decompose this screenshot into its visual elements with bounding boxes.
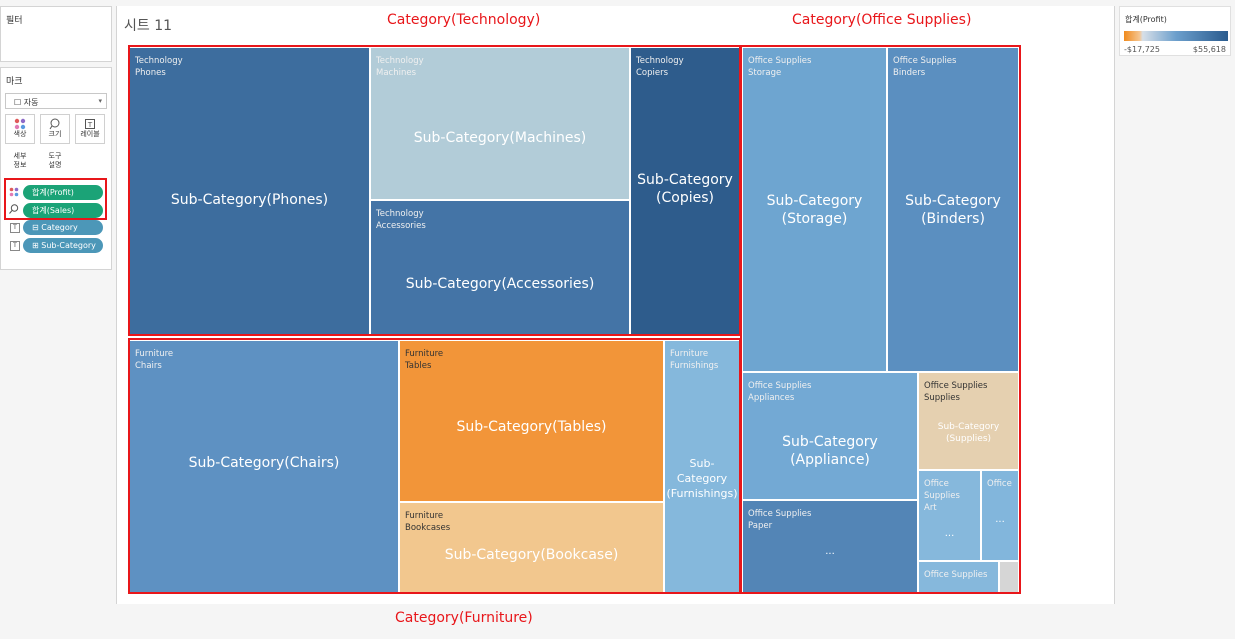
treemap-cell-supplies[interactable]: Office Supplies Supplies Sub-Category (Su… xyxy=(918,372,1019,470)
cell-header: Technology Machines xyxy=(376,56,424,78)
color-icon xyxy=(6,118,34,130)
label-icon: T xyxy=(10,223,20,233)
svg-text:T: T xyxy=(87,121,93,129)
color-button[interactable]: 색상 xyxy=(5,114,35,144)
size-button[interactable]: 크기 xyxy=(40,114,70,144)
cell-label: ... xyxy=(825,546,835,557)
treemap-cell-furnishings[interactable]: Furniture Furnishings Sub-Category (Furni… xyxy=(664,340,740,593)
cell-header: Furniture Furnishings xyxy=(670,349,719,371)
treemap-cell-art[interactable]: Office Supplies Art... xyxy=(918,470,981,561)
profit-color-pill[interactable]: 합계(Profit) xyxy=(23,185,103,200)
cell-header: Office Supplies Supplies xyxy=(924,381,988,403)
cell-label: Sub-Category (Binders) xyxy=(905,193,1001,227)
filters-title: 필터 xyxy=(6,16,23,26)
mark-type-icon: ☐ xyxy=(14,98,22,107)
cell-label: ... xyxy=(995,514,1005,525)
cell-header: Office Supplies xyxy=(924,570,988,580)
label-button[interactable]: T 레이블 xyxy=(75,114,105,144)
cell-label: Sub-Category (Appliance) xyxy=(782,434,878,468)
treemap-cell-tables[interactable]: Furniture Tables Sub-Category(Tables) xyxy=(399,340,664,502)
annotation-furniture: Category(Furniture) xyxy=(395,610,533,626)
tooltip-label: 도구 설명 xyxy=(48,152,62,169)
annotation-technology: Category(Technology) xyxy=(387,12,541,28)
label-icon: T xyxy=(10,241,20,251)
cell-header: Office Supplies Storage xyxy=(748,56,812,78)
cell-header: Furniture Tables xyxy=(405,349,444,371)
sales-size-pill[interactable]: 합계(Sales) xyxy=(23,203,103,218)
treemap-cell-appliances[interactable]: Office Supplies Appliances Sub-Category (… xyxy=(742,372,918,500)
cell-header: Furniture Chairs xyxy=(135,349,174,371)
tooltip-button[interactable]: 도구 설명 xyxy=(40,148,70,178)
legend-max: $55,618 xyxy=(1192,45,1226,54)
cell-header: Office Supplies Binders xyxy=(893,56,957,78)
treemap-cell-bookcases[interactable]: Furniture Bookcases Sub-Category(Bookcase… xyxy=(399,502,664,593)
treemap-cell-office[interactable]: Office... xyxy=(981,470,1019,561)
treemap-cell-phones[interactable]: Technology Phones Sub-Category(Phones) xyxy=(129,47,370,335)
annotation-office-supplies: Category(Office Supplies) xyxy=(792,12,972,28)
cell-label: Sub-Category (Storage) xyxy=(766,193,863,227)
category-label-pill[interactable]: ⊟ Category xyxy=(23,220,103,235)
cell-label: Sub-Category (Supplies) xyxy=(937,422,1000,444)
cell-header: Furniture Bookcases xyxy=(405,511,451,533)
treemap-cell-other[interactable] xyxy=(999,561,1019,593)
cell-label: Sub-Category(Accessories) xyxy=(405,276,595,292)
cell-label: Sub-Category (Copies) xyxy=(637,172,733,206)
color-label: 색상 xyxy=(13,130,27,138)
color-dots-icon xyxy=(9,187,19,197)
detail-label: 세부 정보 xyxy=(13,152,27,169)
cell-label: Sub-Category(Tables) xyxy=(456,419,607,435)
chevron-down-icon: ▾ xyxy=(98,97,102,105)
legend-gradient xyxy=(1124,31,1228,41)
treemap-cell-storage[interactable]: Office Supplies Storage Sub-Category (Sto… xyxy=(742,47,887,372)
cell-label: Sub-Category(Machines) xyxy=(413,130,587,146)
cell-label: Sub-Category(Chairs) xyxy=(188,455,340,471)
treemap-cell-binders[interactable]: Office Supplies Binders Sub-Category (Bin… xyxy=(887,47,1019,372)
treemap-cell-paper[interactable]: Office Supplies Paper... xyxy=(742,500,918,593)
filters-shelf[interactable]: 필터 xyxy=(0,6,112,62)
treemap-cell-copiers[interactable]: Technology Copiers Sub-Category (Copies) xyxy=(630,47,740,335)
label-label: 레이블 xyxy=(80,130,100,138)
cell-label: Sub-Category (Furnishings) xyxy=(666,457,738,500)
cell-label: ... xyxy=(944,528,955,539)
cell-header: Technology Copiers xyxy=(636,56,684,78)
cell-header: Office Supplies Paper xyxy=(748,509,812,531)
profit-color-legend[interactable]: 합계(Profit) -$17,725 $55,618 xyxy=(1119,6,1231,56)
cell-label: Sub-Category(Bookcase) xyxy=(444,547,619,563)
size-icon xyxy=(9,204,19,214)
treemap-cell-chairs[interactable]: Furniture Chairs Sub-Category(Chairs) xyxy=(129,340,399,593)
cell-header: Office Supplies Appliances xyxy=(748,381,812,403)
cell-label: Sub-Category(Phones) xyxy=(170,192,329,208)
treemap-cell-accessories[interactable]: Technology Accessories Sub-Category(Acces… xyxy=(370,200,630,335)
treemap-cell-office-supplies[interactable]: Office Supplies xyxy=(918,561,999,593)
cell-header: Office Supplies Art xyxy=(924,479,960,513)
cell-header: Technology Accessories xyxy=(376,209,426,231)
size-icon xyxy=(41,118,69,130)
legend-min: -$17,725 xyxy=(1124,45,1160,54)
marks-title: 마크 xyxy=(6,77,23,87)
cell-header: Office xyxy=(987,479,1012,489)
mark-type-dropdown[interactable]: ☐ 자동 ▾ xyxy=(5,93,107,109)
detail-button[interactable]: 세부 정보 xyxy=(5,148,35,178)
cell-header: Technology Phones xyxy=(135,56,183,78)
label-icon: T xyxy=(76,118,104,130)
mark-type-value: 자동 xyxy=(23,98,39,107)
treemap-cell-machines[interactable]: Technology Machines Sub-Category(Machines… xyxy=(370,47,630,200)
subcategory-label-pill[interactable]: ⊞ Sub-Category xyxy=(23,238,103,253)
sheet-title: 시트 11 xyxy=(124,18,173,34)
size-label: 크기 xyxy=(48,130,62,138)
legend-title: 합계(Profit) xyxy=(1125,15,1167,24)
